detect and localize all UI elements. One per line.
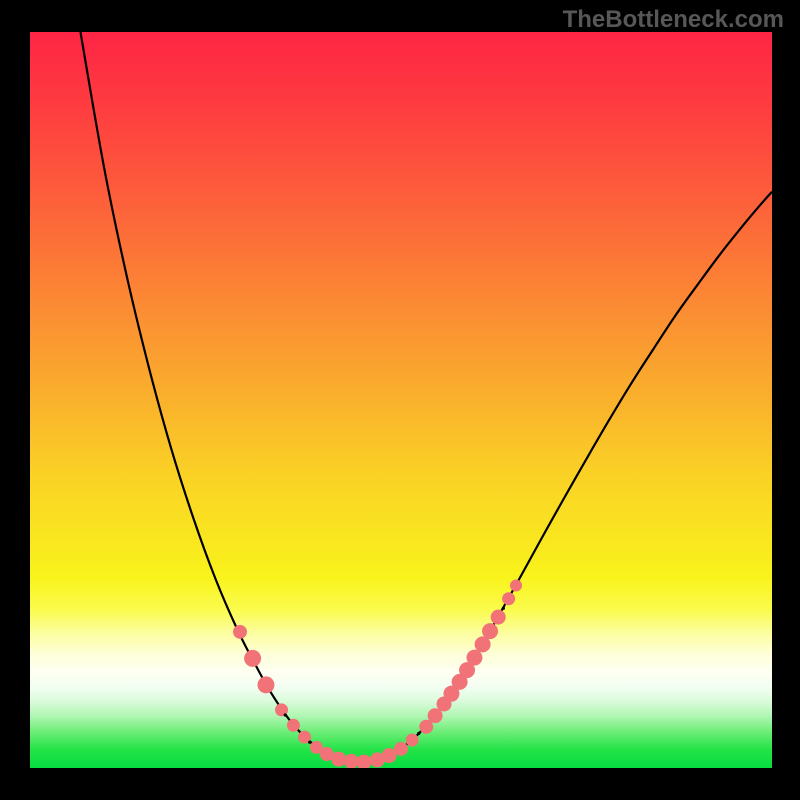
curve-marker: [466, 650, 482, 666]
curve-marker: [510, 579, 522, 591]
curve-marker: [331, 752, 346, 767]
bottleneck-curve: [80, 32, 772, 762]
curve-marker: [482, 623, 498, 639]
curve-marker: [233, 625, 247, 639]
curve-marker: [502, 592, 515, 605]
curve-tiny-dot: [502, 607, 505, 610]
curve-marker: [491, 610, 506, 625]
curve-marker: [394, 742, 408, 756]
curve-marker: [356, 755, 371, 770]
curve-marker: [287, 719, 300, 732]
chart-overlay-svg: [0, 0, 800, 800]
curve-marker: [257, 676, 274, 693]
curve-tiny-dot: [308, 741, 311, 744]
figure-canvas: TheBottleneck.com: [0, 0, 800, 800]
curve-tiny-dot: [284, 713, 287, 716]
watermark-text: TheBottleneck.com: [563, 6, 784, 34]
curve-marker: [406, 734, 419, 747]
curve-tiny-dot: [417, 732, 420, 735]
curve-marker: [244, 650, 261, 667]
